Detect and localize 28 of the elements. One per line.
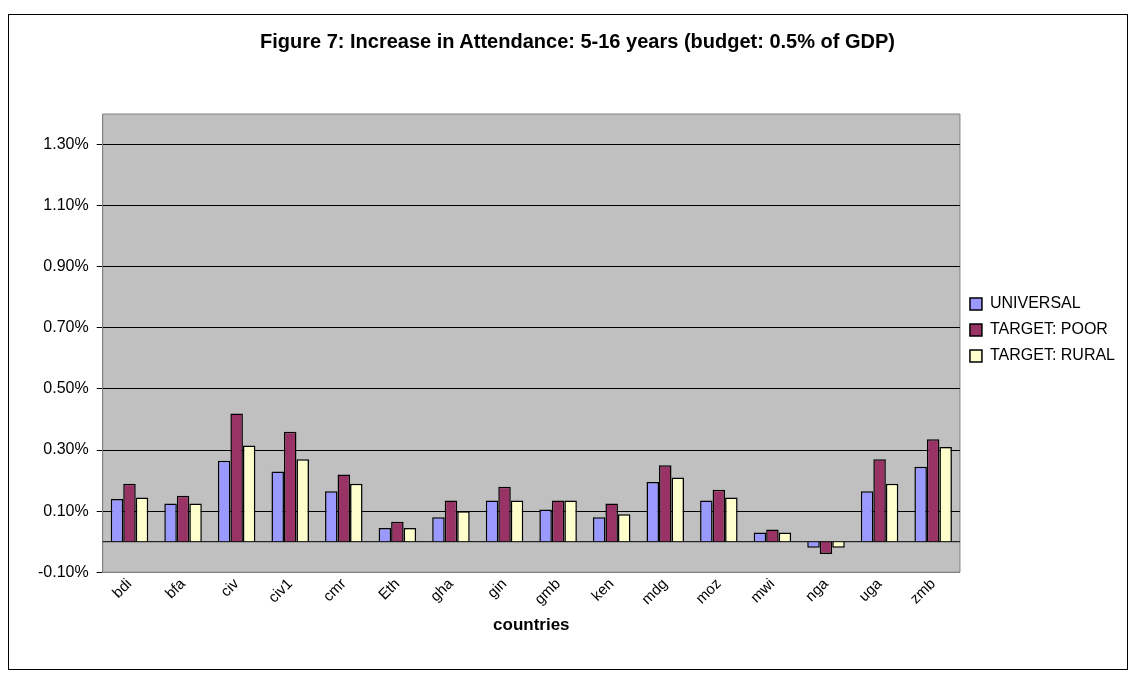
y-tick-label: 1.10% <box>43 196 89 214</box>
x-tick-label: cmr <box>319 574 349 605</box>
y-tick-label: 0.30% <box>43 440 89 458</box>
legend-label: TARGET: RURAL <box>989 346 1116 364</box>
legend-label: UNIVERSAL <box>989 294 1081 312</box>
y-tick-label: 0.10% <box>43 501 89 519</box>
legend-label: TARGET: POOR <box>989 320 1108 338</box>
x-tick-label: mwi <box>746 574 778 606</box>
x-tick-label: gin <box>483 574 510 601</box>
x-axis-title: countries <box>493 615 570 635</box>
x-tick-label: bdi <box>108 574 135 601</box>
x-tick-label: Eth <box>374 574 403 603</box>
y-tick-label: 0.70% <box>43 318 89 336</box>
x-tick-label: mdg <box>637 574 671 608</box>
y-tick-label: -0.10% <box>37 562 89 580</box>
x-tick-label: uga <box>854 574 886 605</box>
y-tick-label: 1.30% <box>43 134 89 152</box>
x-tick-label: moz <box>691 574 724 607</box>
x-tick-label: bfa <box>161 574 189 602</box>
x-tick-label: civ <box>216 574 243 600</box>
y-tick-label: 0.50% <box>43 379 89 397</box>
x-tick-label: zmb <box>906 574 939 607</box>
x-tick-label: civ1 <box>264 574 296 606</box>
y-tick-label: 0.90% <box>43 257 89 275</box>
x-tick-label: gha <box>426 574 457 605</box>
x-tick-label: ken <box>587 574 617 604</box>
x-tick-label: nga <box>801 574 832 605</box>
chart-title: Figure 7: Increase in Attendance: 5-16 years (budget: 0.5% of GDP) <box>260 29 895 52</box>
